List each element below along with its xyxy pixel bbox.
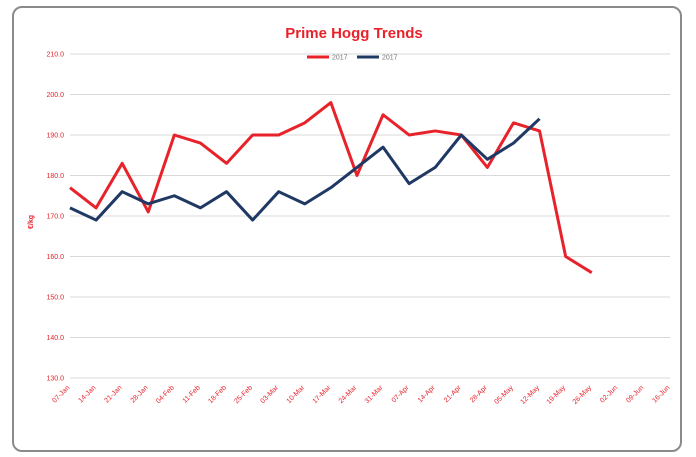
x-axis-ticks: 07-Jan 14-Jan 21-Jan 28-Jan 04-Feb 11-Feb 18-F… — [51, 384, 671, 406]
legend-label: 2017 — [332, 55, 348, 62]
y-tick-label: 170.0 — [46, 214, 64, 221]
x-tick-label: 07-Jan — [51, 384, 71, 404]
x-tick-label: 14-Jan — [77, 384, 97, 404]
y-tick-label: 140.0 — [46, 335, 64, 342]
x-tick-label: 05-May — [493, 384, 515, 406]
legend-label: 2017 — [382, 55, 398, 62]
x-tick-label: 24-Mar — [338, 384, 359, 405]
y-tick-label: 150.0 — [46, 295, 64, 302]
x-tick-label: 02-Jun — [599, 384, 619, 404]
x-tick-label: 17-Mar — [312, 384, 333, 405]
x-tick-label: 21-Apr — [443, 384, 463, 404]
series-lines — [69, 101, 593, 274]
y-tick-label: 160.0 — [46, 254, 64, 261]
x-tick-label: 04-Feb — [155, 384, 176, 405]
x-tick-label: 19-May — [546, 384, 568, 406]
gridlines — [70, 53, 670, 379]
x-tick-label: 12-May — [520, 384, 542, 406]
x-tick-label: 10-Mar — [286, 384, 307, 405]
x-tick-label: 18-Feb — [207, 384, 228, 405]
chart-title: Prime Hogg Trends — [285, 25, 423, 42]
x-tick-label: 28-Jan — [130, 384, 150, 404]
x-tick-label: 28-Apr — [469, 384, 489, 404]
y-axis-label: €/kg — [28, 215, 35, 229]
x-tick-label: 21-Jan — [104, 384, 124, 404]
x-tick-label: 25-Feb — [233, 384, 254, 405]
x-tick-label: 26-May — [572, 384, 594, 406]
x-tick-label: 03-Mar — [259, 384, 280, 405]
chart-frame: 210.0 200.0 190.0 180.0 170.0 160.0 150.0 140.0… — [12, 6, 682, 452]
line-chart: 210.0 200.0 190.0 180.0 170.0 160.0 150.0 140.0… — [28, 25, 671, 406]
x-tick-label: 09-Jun — [625, 384, 645, 404]
y-tick-label: 210.0 — [46, 52, 64, 59]
y-tick-label: 200.0 — [46, 92, 64, 99]
x-tick-label: 16-Jun — [651, 384, 671, 404]
series-line-1 — [69, 101, 593, 274]
x-tick-label: 14-Apr — [417, 384, 437, 404]
x-tick-label: 31-Mar — [364, 384, 385, 405]
x-tick-label: 07-Apr — [391, 384, 411, 404]
series-line-2 — [69, 117, 541, 222]
y-tick-label: 180.0 — [46, 173, 64, 180]
x-tick-label: 11-Feb — [182, 384, 202, 404]
y-axis-ticks: 210.0 200.0 190.0 180.0 170.0 160.0 150.0 140.0… — [46, 52, 64, 383]
y-tick-label: 130.0 — [46, 376, 64, 383]
legend: 2017 2017 — [307, 55, 398, 62]
y-tick-label: 190.0 — [46, 133, 64, 140]
